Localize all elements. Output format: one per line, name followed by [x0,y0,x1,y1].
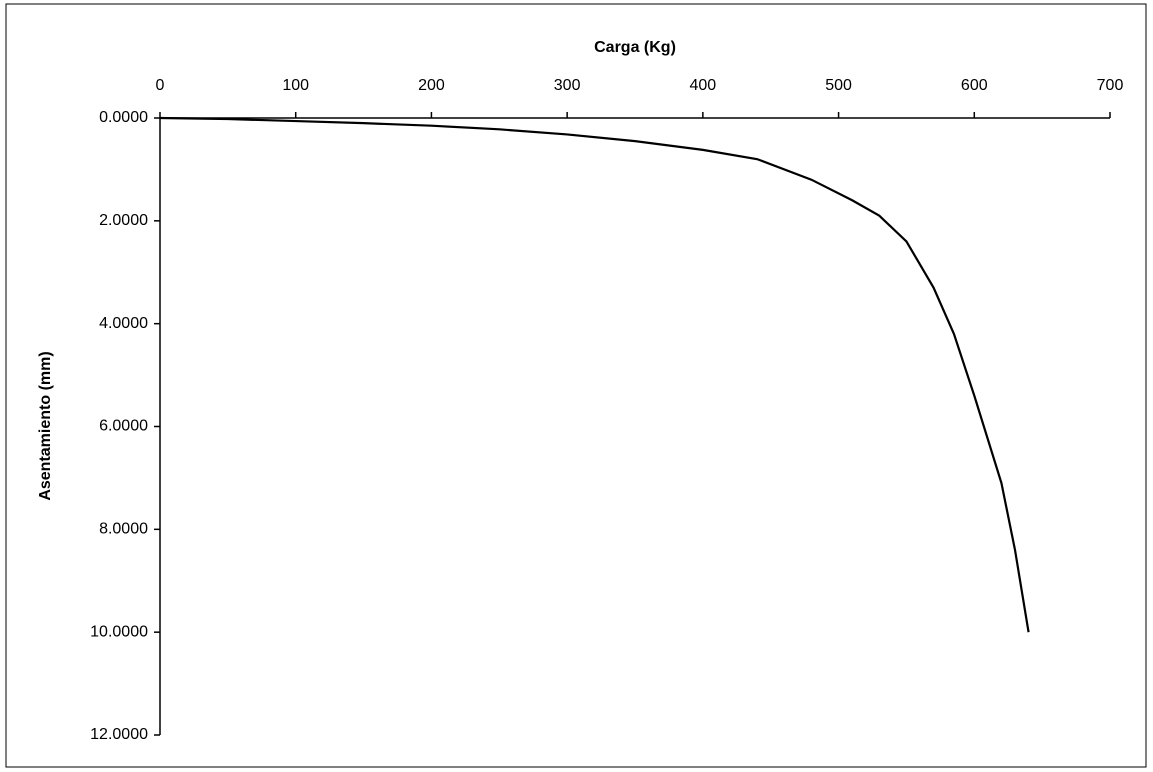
x-tick-label: 0 [156,77,165,94]
y-tick-label: 10.0000 [90,623,148,640]
data-line [159,116,1030,633]
y-tick-label: 0.0000 [99,109,148,126]
chart-frame [5,3,1147,768]
x-tick-label: 100 [282,77,309,94]
y-tick-label: 2.0000 [99,212,148,229]
y-tick-label: 12.0000 [90,726,148,743]
x-tick-label: 200 [418,77,445,94]
x-axis-title: Carga (Kg) [594,39,676,56]
x-tick-label: 500 [825,77,852,94]
y-tick-label: 8.0000 [99,521,148,538]
y-tick-label: 4.0000 [99,315,148,332]
x-tick-label: 400 [690,77,717,94]
y-tick-label: 6.0000 [99,418,148,435]
x-tick-label: 700 [1097,77,1124,94]
x-tick-label: 300 [554,77,581,94]
x-tick-label: 600 [961,77,988,94]
y-axis-title: Asentamiento (mm) [37,351,54,500]
